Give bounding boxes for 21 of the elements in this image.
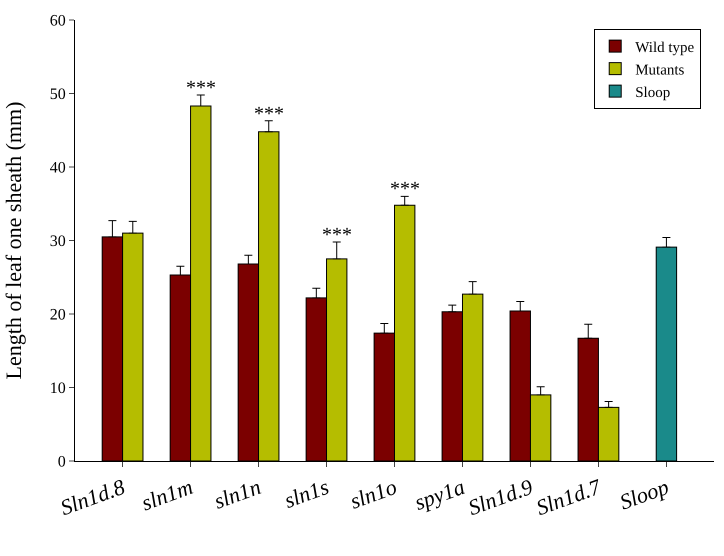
legend-label: Sloop	[635, 84, 670, 101]
y-tick-label: 0	[58, 454, 66, 471]
legend-label: Mutants	[635, 62, 685, 78]
x-tick-label: sln1n	[210, 474, 264, 514]
y-tick-label: 40	[50, 160, 66, 177]
annotation: ***	[186, 77, 216, 99]
x-tick-label: Sloop	[616, 474, 672, 515]
annotation: ***	[322, 224, 352, 246]
y-tick-label: 20	[50, 306, 66, 324]
y-tick-label: 10	[50, 380, 66, 398]
annotation: ***	[390, 178, 420, 200]
x-tick-label: sln1o	[346, 474, 400, 514]
annotation: ***	[254, 103, 284, 125]
x-tick-label: sln1m	[138, 474, 196, 516]
y-tick-label: 60	[50, 12, 66, 30]
y-tick-label: 50	[50, 86, 66, 104]
legend-label: Wild type	[635, 40, 695, 56]
y-axis-title: Length of leaf one sheath (mm)	[1, 102, 26, 380]
y-tick-label: 30	[50, 233, 66, 250]
x-tick-label: Sln1d.8	[56, 474, 128, 520]
x-tick-label: sln1s	[280, 474, 332, 513]
